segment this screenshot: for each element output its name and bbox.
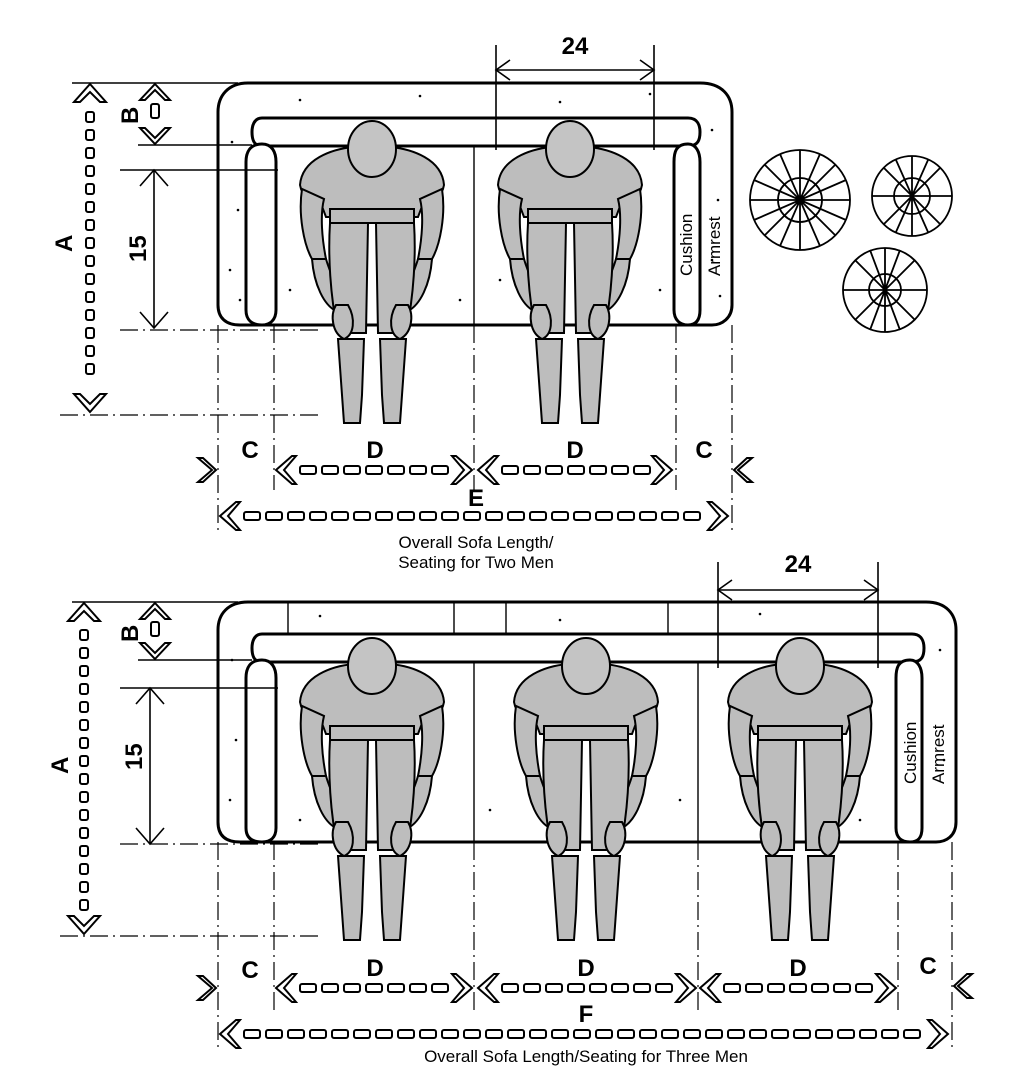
c-left-arrow (195, 975, 218, 1001)
dimension-24-label: 24 (785, 551, 812, 578)
dimension-d-right-label: D (566, 437, 583, 464)
armrest-label: Armrest (705, 216, 724, 276)
left-armrest (244, 142, 278, 327)
dimension-a-label: A (51, 235, 78, 252)
dimension-e-arrow (218, 501, 730, 531)
dimension-15-label: 15 (125, 235, 152, 262)
cushion-label: Cushion (901, 722, 920, 784)
dimension-a-arrow (65, 601, 103, 936)
dimension-b-arrow (137, 82, 173, 146)
dimension-15-label: 15 (121, 743, 148, 770)
dimension-f-label: F (579, 1001, 594, 1028)
dimension-d-2-label: D (577, 955, 594, 982)
diagram-two-men: Cushion Armrest 24 15 B (51, 33, 755, 572)
dimension-a-label: A (47, 757, 74, 774)
c-right-arrow (732, 457, 755, 483)
potted-plants-icon (749, 149, 953, 333)
c-right-arrow (952, 973, 975, 999)
dimension-c-left-label: C (241, 957, 258, 984)
right-armrest (672, 142, 702, 327)
caption-line-2: Seating for Two Men (398, 553, 554, 572)
dimension-e-label: E (468, 485, 484, 512)
back-cushion (250, 116, 702, 148)
dimension-d-3-label: D (789, 955, 806, 982)
caption: Overall Sofa Length/Seating for Three Me… (424, 1047, 748, 1066)
dimension-c-left-label: C (241, 437, 258, 464)
armrest-label: Armrest (929, 724, 948, 784)
dimension-d-1-label: D (366, 955, 383, 982)
dimension-b-label: B (117, 107, 144, 124)
left-armrest (244, 658, 278, 844)
dimension-c-right-label: C (919, 953, 936, 980)
dimension-c-right-label: C (695, 437, 712, 464)
dimension-f-arrow (218, 1019, 950, 1049)
dimension-d-arrows (274, 973, 898, 1003)
right-armrest (894, 658, 924, 844)
dimension-a-arrow (71, 82, 109, 414)
dimension-b-arrow (137, 601, 173, 661)
caption-line-1: Overall Sofa Length/ (399, 533, 554, 552)
dimension-d-arrows (274, 455, 674, 485)
dimension-d-left-label: D (366, 437, 383, 464)
dimension-24-label: 24 (562, 33, 589, 60)
c-left-arrow (195, 457, 218, 483)
diagram-three-men: Cushion Armrest 24 15 B (47, 551, 975, 1066)
dimension-b-label: B (117, 625, 144, 642)
sofa-texture (228, 92, 722, 302)
cushion-label: Cushion (677, 214, 696, 276)
